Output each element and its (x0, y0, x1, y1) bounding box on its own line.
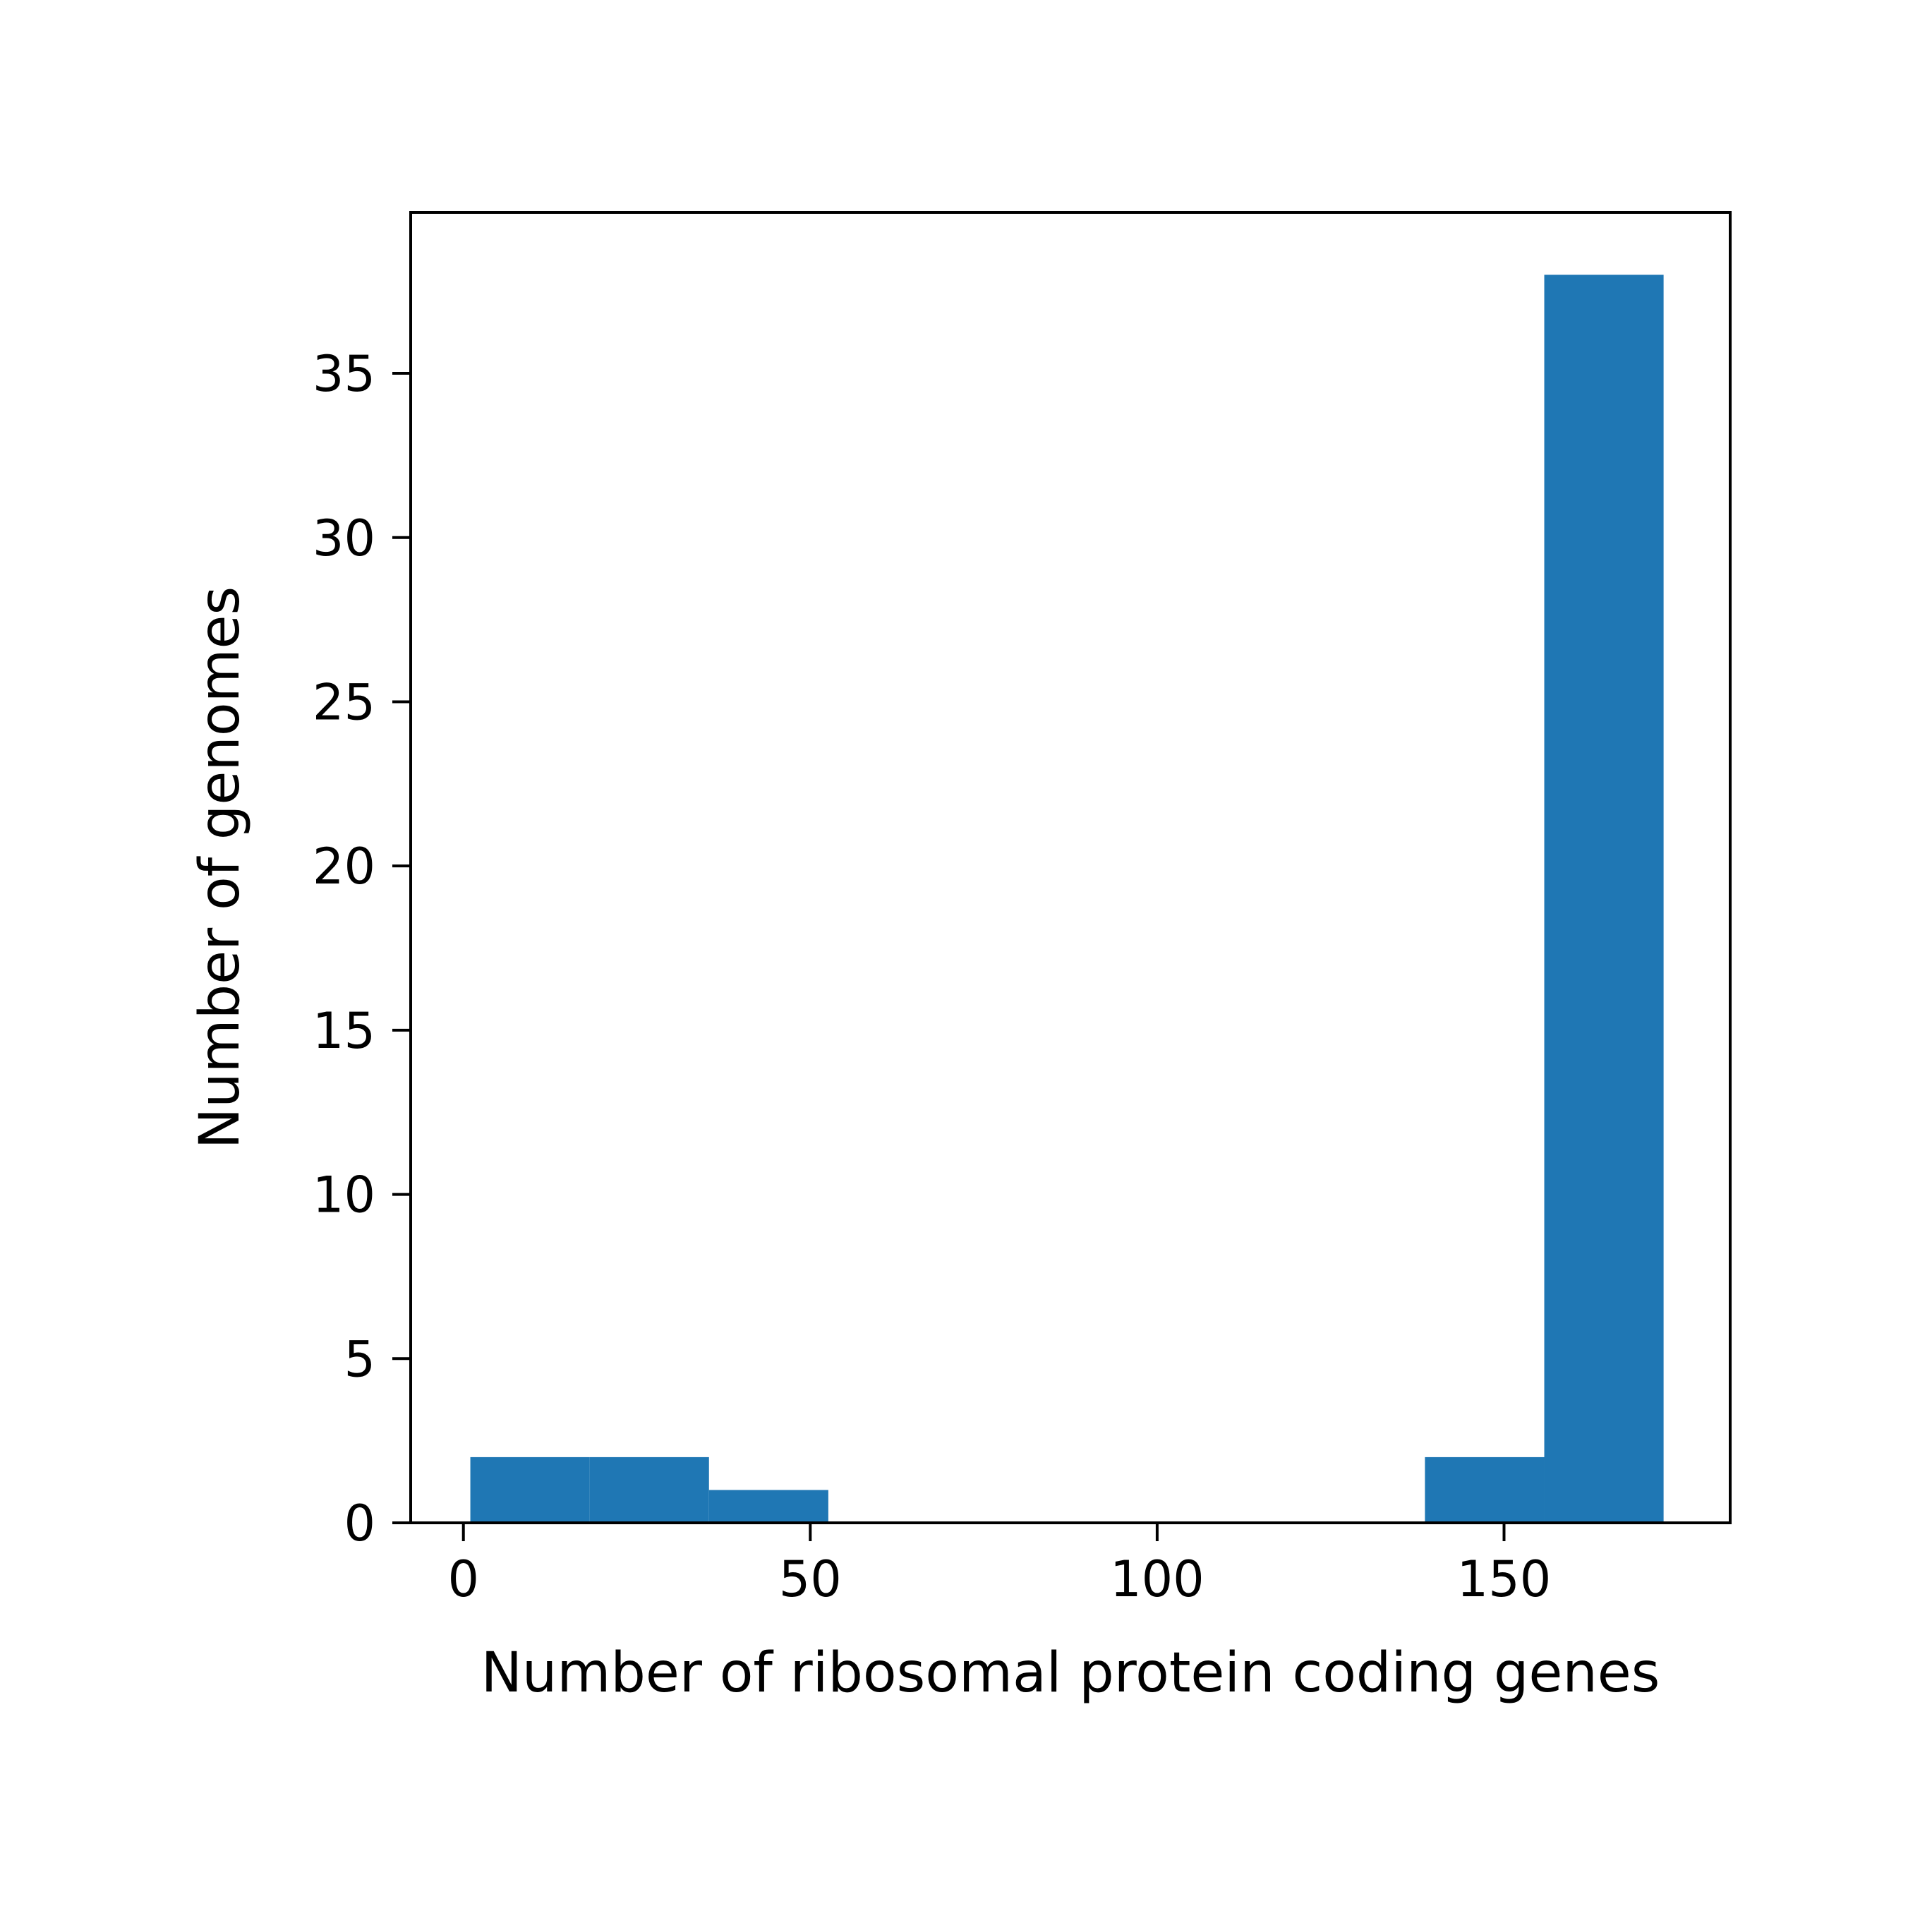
histogram-bar-0 (470, 1456, 590, 1523)
y-axis-ticks: 0 5 10 15 20 25 30 35 (313, 345, 411, 1552)
histogram-bar-2 (708, 1490, 828, 1523)
histogram-bar-9 (1544, 275, 1664, 1523)
histogram-bar-8 (1425, 1456, 1545, 1523)
histogram-bar-1 (589, 1456, 709, 1523)
y-tick-label: 30 (313, 509, 375, 567)
y-tick-label: 35 (313, 345, 375, 403)
x-tick-label: 100 (1110, 1550, 1205, 1608)
y-tick-label: 5 (344, 1330, 375, 1388)
y-tick-label: 10 (313, 1166, 375, 1224)
y-axis-label: Number of genomes (188, 586, 252, 1149)
x-tick-label: 150 (1457, 1550, 1552, 1608)
bars-group (470, 275, 1664, 1523)
plot-frame (409, 211, 1732, 1524)
x-tick-label: 50 (779, 1550, 842, 1608)
x-tick-label: 0 (447, 1550, 479, 1608)
y-tick-label: 15 (313, 1002, 375, 1060)
x-axis-ticks: 0 50 100 150 (447, 1523, 1551, 1608)
y-tick-label: 0 (344, 1495, 375, 1552)
x-axis-label: Number of ribosomal protein coding genes (481, 1641, 1660, 1705)
y-tick-label: 20 (313, 838, 375, 895)
y-tick-label: 25 (313, 673, 375, 731)
